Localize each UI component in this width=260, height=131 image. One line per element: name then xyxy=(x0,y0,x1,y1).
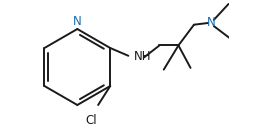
Text: NH: NH xyxy=(134,50,151,64)
Text: N: N xyxy=(73,15,82,28)
Text: Cl: Cl xyxy=(86,114,97,127)
Text: N: N xyxy=(207,17,216,29)
